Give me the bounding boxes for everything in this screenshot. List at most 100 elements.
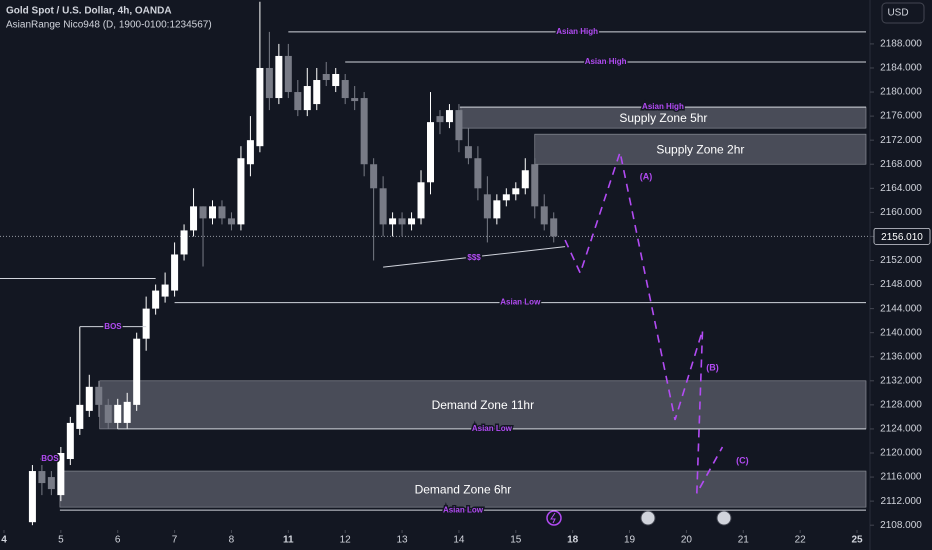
candle-body xyxy=(360,98,368,165)
zone-label: Demand Zone 6hr xyxy=(415,482,512,496)
candle-body xyxy=(455,110,463,141)
candle-body xyxy=(66,422,74,460)
candle-body xyxy=(294,92,302,111)
candle-body xyxy=(398,218,406,225)
candle-body xyxy=(512,188,520,195)
candle-body xyxy=(341,80,349,99)
y-tick-label: 2164.000 xyxy=(880,183,922,194)
x-tick-label: 20 xyxy=(681,535,693,546)
candle-body xyxy=(47,477,55,490)
candle-body xyxy=(246,140,254,165)
y-tick-label: 2160.000 xyxy=(880,207,922,218)
y-tick-label: 2152.000 xyxy=(880,255,922,266)
candle-body xyxy=(531,164,539,207)
candle-body xyxy=(161,284,169,297)
candle-body xyxy=(76,404,84,429)
y-tick-label: 2124.000 xyxy=(880,424,922,435)
x-tick-label: 5 xyxy=(58,535,64,546)
x-tick-label: 22 xyxy=(795,535,807,546)
y-tick-label: 2148.000 xyxy=(880,279,922,290)
y-tick-label: 2120.000 xyxy=(880,448,922,459)
y-tick-label: 2116.000 xyxy=(881,472,922,483)
candle-body xyxy=(550,218,558,237)
candle-body xyxy=(351,98,359,102)
currency-button[interactable] xyxy=(881,2,925,24)
y-tick-label: 2136.000 xyxy=(880,351,922,362)
x-tick-label: 15 xyxy=(510,535,522,546)
candle-body xyxy=(370,164,378,189)
y-tick-label: 2140.000 xyxy=(880,327,922,338)
asian-level-label: Asian High xyxy=(585,57,627,66)
x-tick-label: 18 xyxy=(567,535,579,546)
projection-label: (B) xyxy=(706,363,719,373)
candle-body xyxy=(502,194,510,201)
bos-label: BOS xyxy=(41,454,59,463)
asian-level-label: Asian Low xyxy=(500,298,541,307)
y-tick-label: 2188.000 xyxy=(880,39,922,50)
chart-subtitle: AsianRange Nico948 (D, 1900-0100:1234567… xyxy=(6,20,212,31)
currency-label: USD xyxy=(887,8,908,19)
event-icon[interactable] xyxy=(640,510,656,526)
candle-body xyxy=(379,188,387,225)
zone-label: Demand Zone 11hr xyxy=(432,398,535,412)
candle-body xyxy=(493,200,501,219)
y-tick-label: 2128.000 xyxy=(880,400,922,411)
chart-title: Gold Spot / U.S. Dollar, 4h, OANDA xyxy=(6,6,172,17)
projection-label: (A) xyxy=(640,172,653,182)
projection-label: (C) xyxy=(736,455,749,465)
candle-body xyxy=(209,206,217,219)
candle-body xyxy=(389,218,397,225)
candle-body xyxy=(190,206,198,231)
candle-body xyxy=(445,110,453,123)
candle-body xyxy=(171,254,179,291)
last-price-label: 2156.010 xyxy=(881,232,923,243)
event-icon[interactable] xyxy=(716,510,732,526)
candle-body xyxy=(483,194,491,219)
candle-body xyxy=(152,290,160,309)
asian-level-label: Asian High xyxy=(642,102,684,111)
y-tick-label: 2184.000 xyxy=(880,63,922,74)
event-icon[interactable] xyxy=(546,510,562,526)
zone xyxy=(59,470,867,508)
x-tick-label: 7 xyxy=(172,535,178,546)
y-tick-label: 2180.000 xyxy=(880,87,922,98)
projection-path xyxy=(564,149,724,494)
candle-body xyxy=(521,170,529,189)
candle-body xyxy=(417,182,425,219)
candle-body xyxy=(123,401,131,423)
x-tick-label: 19 xyxy=(624,535,636,546)
bos-label: BOS xyxy=(104,322,122,331)
candle-body xyxy=(313,80,321,105)
candle-body xyxy=(408,218,416,225)
candle-body xyxy=(284,55,292,93)
candle-body xyxy=(28,471,36,523)
x-tick-label: 21 xyxy=(738,535,750,546)
candle-body xyxy=(104,404,112,423)
liquidity-label: $$$ xyxy=(467,253,481,262)
candle-body xyxy=(227,218,235,225)
x-tick-label: 8 xyxy=(229,535,235,546)
zone xyxy=(534,133,867,165)
candle-body xyxy=(142,308,150,339)
candle-body xyxy=(540,206,548,225)
candle-body xyxy=(332,73,340,87)
asian-level-label: Asian Low xyxy=(443,505,484,514)
x-tick-label: 25 xyxy=(851,535,863,546)
candle-body xyxy=(256,67,264,147)
x-tick-label: 14 xyxy=(453,535,465,546)
candle-body xyxy=(218,206,226,219)
x-tick-label: 11 xyxy=(283,535,294,546)
candle-body xyxy=(114,404,122,423)
candle-body xyxy=(426,122,434,183)
x-tick-label: 4 xyxy=(1,535,7,546)
liquidity-line xyxy=(383,246,566,268)
y-tick-label: 2108.000 xyxy=(880,520,922,531)
candle-body xyxy=(464,146,472,159)
y-tick-label: 2112.000 xyxy=(881,496,922,507)
zone-label: Supply Zone 2hr xyxy=(656,142,744,156)
event-icon-glyph xyxy=(550,512,556,524)
candle-body xyxy=(265,67,273,99)
